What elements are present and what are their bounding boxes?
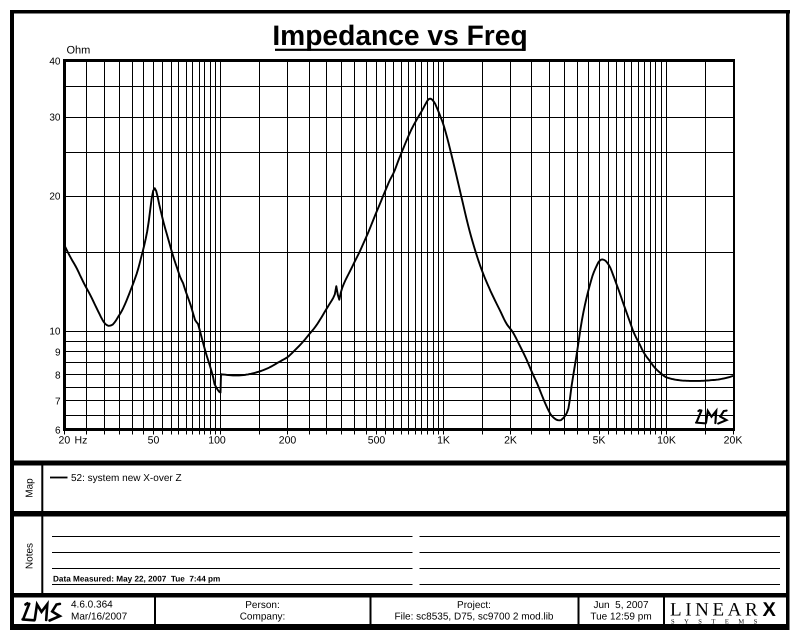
- svg-text:Person:: Person:: [245, 600, 279, 611]
- svg-text:40: 40: [49, 57, 61, 68]
- svg-text:Notes: Notes: [25, 543, 36, 569]
- svg-text:50: 50: [148, 435, 160, 447]
- svg-text:10: 10: [49, 327, 61, 338]
- svg-text:6: 6: [55, 425, 61, 436]
- svg-text:5K: 5K: [593, 435, 606, 447]
- svg-text:Hz: Hz: [75, 435, 88, 447]
- svg-text:Impedance vs Freq: Impedance vs Freq: [272, 19, 527, 51]
- svg-text:8: 8: [55, 370, 61, 381]
- svg-text:Jun 5, 2007: Jun 5, 2007: [593, 600, 648, 611]
- svg-text:Data Measured: May 22, 2007 T: Data Measured: May 22, 2007 Tue 7:44 pm: [53, 575, 220, 584]
- svg-text:30: 30: [49, 113, 61, 124]
- svg-text:Mar/16/2007: Mar/16/2007: [71, 612, 128, 623]
- svg-text:100: 100: [208, 435, 226, 447]
- svg-text:20: 20: [49, 192, 61, 203]
- svg-text:10K: 10K: [657, 435, 676, 447]
- svg-text:200: 200: [279, 435, 297, 447]
- svg-text:Tue 12:59 pm: Tue 12:59 pm: [590, 612, 651, 623]
- svg-text:2K: 2K: [504, 435, 517, 447]
- svg-text:500: 500: [368, 435, 386, 447]
- svg-text:Company:: Company:: [240, 612, 286, 623]
- svg-text:9: 9: [55, 347, 61, 358]
- svg-text:Ohm: Ohm: [67, 45, 91, 57]
- svg-text:Project:: Project:: [457, 600, 491, 611]
- svg-text:7: 7: [55, 396, 61, 407]
- svg-text:Map: Map: [25, 478, 36, 498]
- svg-text:SYSTEMS: SYSTEMS: [671, 619, 767, 626]
- svg-text:20K: 20K: [724, 435, 743, 447]
- svg-text:1K: 1K: [437, 435, 450, 447]
- svg-text:X: X: [763, 599, 777, 621]
- svg-text:File: sc8535, D75, sc9700 2 mo: File: sc8535, D75, sc9700 2 mod.lib: [395, 612, 554, 623]
- svg-text:LINEAR: LINEAR: [670, 600, 761, 621]
- svg-text:4.6.0.364: 4.6.0.364: [71, 600, 113, 611]
- svg-text:20: 20: [59, 435, 71, 447]
- svg-text:52: system new X-over Z: 52: system new X-over Z: [71, 473, 182, 484]
